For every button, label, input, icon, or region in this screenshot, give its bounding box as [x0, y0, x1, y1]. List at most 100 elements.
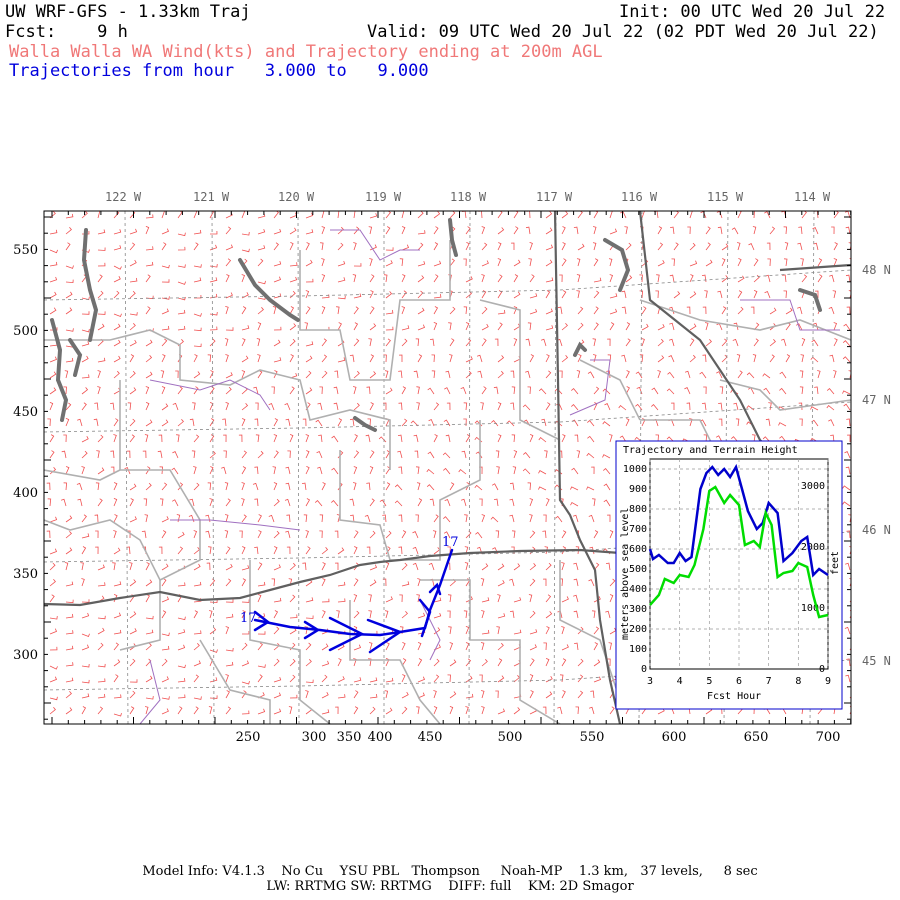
wind-barb — [285, 418, 291, 427]
inset-y-tick-label: 500 — [629, 564, 647, 575]
wind-barb — [208, 610, 213, 619]
wind-barb — [609, 434, 613, 443]
wind-barb — [545, 308, 553, 315]
wind-barb — [65, 677, 74, 683]
wind-barb — [369, 450, 375, 459]
wind-barb — [221, 466, 227, 475]
wind-barb — [651, 387, 659, 395]
wind-barb — [719, 386, 724, 395]
wind-barb — [609, 530, 614, 539]
wind-barb — [413, 370, 419, 379]
wind-barb — [161, 530, 167, 539]
wind-barb — [576, 450, 581, 459]
wind-barb — [113, 629, 122, 635]
wind-barb — [129, 434, 135, 443]
wind-barb — [49, 707, 56, 715]
wind-barb — [689, 323, 697, 331]
wind-barb — [529, 514, 533, 523]
wind-barb — [241, 599, 250, 603]
wind-barb — [571, 467, 579, 475]
wind-barb — [779, 371, 787, 379]
wind-barb — [129, 354, 135, 363]
wind-barb — [575, 706, 579, 715]
wind-barb — [814, 386, 819, 395]
wind-barb — [271, 386, 275, 395]
wind-barb — [497, 402, 502, 411]
wind-barb — [97, 615, 106, 620]
wind-barb — [417, 692, 425, 699]
wind-barb — [449, 258, 455, 267]
wind-barb — [337, 260, 346, 267]
wind-barb — [369, 677, 378, 683]
wind-barb — [639, 354, 644, 363]
wind-barb — [780, 338, 787, 347]
wind-barb — [561, 211, 569, 219]
wind-barb — [587, 420, 595, 427]
wind-barb — [399, 258, 404, 267]
wind-barb — [401, 226, 406, 235]
wind-barb — [737, 306, 744, 315]
wind-barb — [273, 597, 282, 603]
wind-barb — [593, 386, 600, 395]
wind-barb — [129, 706, 135, 715]
wind-barb — [364, 514, 371, 523]
wind-barb — [831, 226, 835, 235]
wind-barb — [369, 402, 374, 411]
wind-barb — [385, 642, 390, 651]
wind-barb — [241, 546, 246, 555]
wind-barb — [65, 662, 74, 667]
wind-barb — [257, 228, 266, 235]
wind-barb — [511, 386, 516, 395]
wind-barb — [289, 658, 296, 667]
wind-barb — [302, 418, 307, 427]
wind-barb — [319, 514, 324, 523]
wind-barb — [577, 306, 584, 315]
wind-barb — [97, 706, 104, 715]
wind-barb — [97, 311, 106, 315]
wind-barb — [49, 548, 58, 555]
wind-barb — [463, 402, 468, 411]
wind-barb — [177, 325, 186, 331]
wind-barb — [538, 486, 547, 491]
wind-barb — [241, 498, 245, 507]
forecast-hour: Fcst: 9 h — [5, 22, 128, 42]
wind-barb — [49, 628, 58, 635]
wind-barb — [129, 242, 136, 251]
wind-barb — [369, 213, 378, 219]
wind-barb — [273, 564, 281, 571]
map-frame — [43, 210, 852, 725]
wind-barb — [318, 434, 323, 443]
wind-barb — [257, 354, 261, 363]
wind-barb — [177, 694, 186, 699]
wind-barb — [161, 264, 170, 269]
wind-barb — [783, 258, 788, 267]
wind-barb — [542, 706, 547, 715]
wind-barb — [845, 466, 851, 475]
wind-barb — [321, 338, 327, 347]
wind-barb — [796, 323, 803, 331]
wind-barb — [497, 258, 502, 267]
wind-barb — [401, 706, 408, 715]
wind-barb — [225, 599, 234, 603]
wind-barb — [177, 616, 186, 621]
wind-barb — [65, 213, 74, 219]
wind-barb — [193, 581, 202, 587]
inset-x-tick-label: 8 — [795, 676, 801, 687]
wind-barb — [97, 693, 106, 699]
wind-barb — [321, 578, 326, 587]
wind-barb — [817, 274, 823, 283]
wind-barb — [113, 694, 122, 699]
wind-barb — [320, 242, 324, 251]
wind-barb — [97, 582, 106, 587]
wind-barb — [193, 674, 199, 683]
wind-barb — [735, 418, 740, 427]
wind-barb — [494, 338, 499, 347]
lat-label: 45 N — [862, 654, 891, 668]
wind-barb — [465, 338, 472, 347]
wind-barb — [49, 327, 58, 331]
inset-series-line — [648, 463, 829, 578]
wind-barb — [81, 663, 90, 668]
wind-barb — [463, 306, 468, 315]
wind-barb — [433, 612, 442, 619]
wind-barb — [812, 322, 819, 331]
